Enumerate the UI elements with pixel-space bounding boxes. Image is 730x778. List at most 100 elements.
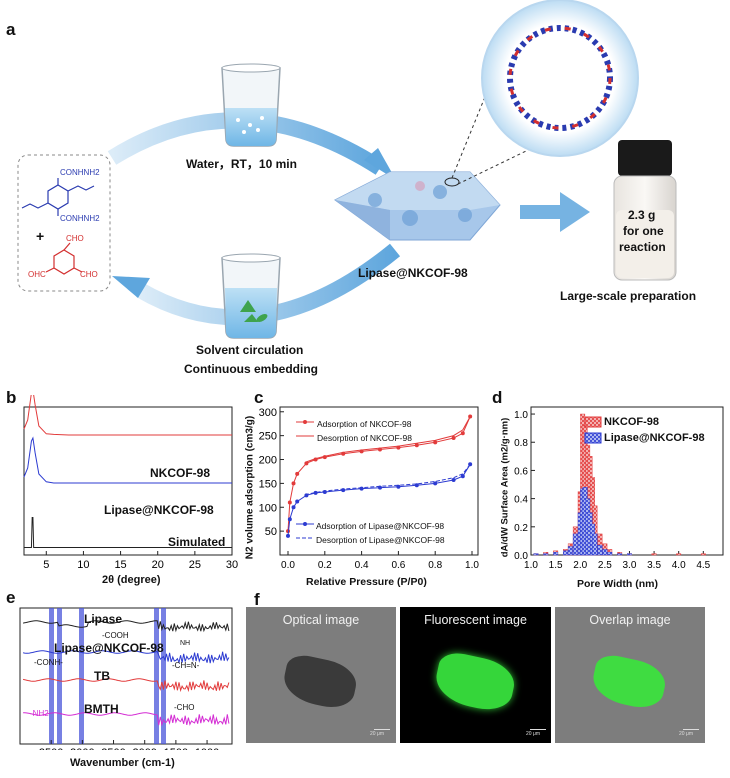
e-label-tb: TB [94, 669, 110, 683]
b-xtick-label: 30 [226, 559, 238, 571]
e-ann-cooh: -COOH [102, 631, 129, 640]
vial-text-2: for one [623, 224, 664, 238]
c-point [287, 517, 292, 522]
b-series-2 [24, 517, 232, 548]
b-xtick-label: 15 [114, 559, 126, 571]
overlap-image-title: Overlap image [589, 613, 671, 627]
d-ytick-label: 0.0 [514, 551, 528, 562]
panel-d-chart: 0.0 0.2 0.4 0.6 0.8 1.0 1.0 1.5 2.0 2.5 3.0 3.5 4.0 4… [514, 406, 724, 571]
e-xtick-label: 2000 [132, 747, 156, 750]
e-series-1 [23, 650, 230, 665]
c-point [291, 481, 296, 486]
b-label-nkcof: NKCOF-98 [150, 466, 211, 480]
plus-sign: + [36, 228, 45, 244]
d-bar [602, 549, 608, 556]
scale-bar-1 [374, 729, 390, 730]
cof-pore-zoom-circle [481, 0, 639, 157]
fluorescent-image-title: Fluorescent image [424, 613, 527, 627]
d-xtick-label: 2.0 [573, 560, 587, 571]
fluorescent-image-panel: Fluorescent image 20 μm [400, 607, 551, 743]
scale-label-3: 20 μm [679, 731, 693, 737]
monomer-2-structure [45, 242, 83, 275]
monomer-1-structure [21, 178, 95, 216]
d-legend-swatch-blue [584, 432, 602, 444]
panel-label-e: e [6, 588, 16, 607]
d-bar [572, 533, 578, 556]
b-label-simulated: Simulated [168, 535, 226, 549]
c-legend-marker [303, 522, 307, 526]
monomer-2-group-3: CHO [80, 270, 98, 279]
e-ann-nh: NH [180, 640, 191, 647]
optical-image-panel: Optical image 20 μm [246, 607, 396, 743]
c-point [304, 461, 309, 466]
e-ann-cho: -CHO [174, 703, 195, 712]
bottom-label-2: Continuous embedding [184, 362, 318, 376]
c-point [460, 474, 465, 479]
c-point [295, 499, 300, 504]
d-bar [676, 553, 682, 556]
top-arrow-label: Water，RT，10 min [186, 157, 297, 171]
e-series-3 [23, 712, 230, 727]
c-legend-3: Desorption of Lipase@NKCOF-98 [316, 535, 445, 545]
cof-hexagon-image [334, 171, 501, 241]
panel-label-f: f [254, 590, 260, 609]
d-bar [617, 553, 623, 556]
e-label-lipase-cof: Lipase@NKCOF-98 [54, 641, 164, 655]
c-xtick-label: 0.6 [391, 560, 405, 571]
c-ytick-label: 100 [259, 502, 277, 514]
panel-label-a: a [6, 20, 16, 39]
d-legend-swatch-red [584, 416, 602, 428]
c-point [451, 478, 456, 483]
b-xlabel: 2θ (degree) [102, 574, 161, 586]
panel-label-c: c [254, 388, 264, 407]
overlap-image-panel: Overlap image 20 μm [555, 607, 705, 743]
c-point [287, 500, 292, 505]
vial-text-3: reaction [619, 240, 666, 254]
c-point [286, 533, 290, 538]
b-xtick-label: 5 [43, 559, 49, 571]
c-ytick-label: 300 [259, 407, 277, 419]
b-xtick-label: 25 [189, 559, 201, 571]
e-label-bmth: BMTH [84, 702, 119, 716]
fluorescent-particle [431, 649, 519, 715]
c-ytick-label: 200 [259, 455, 277, 467]
c-legend-1: Desorption of NKCOF-98 [317, 433, 412, 443]
c-series-2 [287, 464, 471, 536]
c-legend-0: Adsorption of NKCOF-98 [317, 419, 412, 429]
c-point [433, 481, 438, 486]
panel-c-chart: 50 100 150 200 250 300 0.0 0.2 0.4 0.6 0.8 1.0 [259, 406, 479, 571]
c-series-0 [287, 416, 471, 532]
d-ytick-label: 0.8 [514, 438, 528, 449]
c-xtick-label: 1.0 [465, 560, 479, 571]
c-point [433, 440, 438, 445]
d-bar [533, 553, 539, 556]
d-bar [592, 533, 598, 556]
e-label-lipase: Lipase [84, 612, 123, 626]
d-bar [607, 551, 613, 556]
vial-image [613, 140, 677, 281]
monomer-2-group-2: OHC [28, 270, 46, 279]
right-arrow [520, 192, 590, 232]
e-ann-conh: -CONH- [34, 658, 63, 667]
d-bar [626, 553, 632, 556]
d-legend-1: Lipase@NKCOF-98 [604, 432, 705, 444]
c-series-3 [306, 463, 471, 495]
c-ytick-label: 150 [259, 478, 277, 490]
d-xtick-label: 3.0 [623, 560, 637, 571]
e-xtick-label: 1000 [195, 747, 219, 750]
c-point [295, 471, 300, 476]
panel-label-b: b [6, 388, 17, 407]
b-xtick-label: 10 [77, 559, 89, 571]
panel-a-illustration [17, 0, 677, 339]
b-series-1 [23, 436, 232, 484]
c-point [414, 443, 419, 448]
c-point [291, 505, 296, 510]
beaker-water-icon [221, 63, 281, 147]
e-xtick-label: 3500 [39, 747, 63, 750]
top-arrow-head [364, 148, 396, 180]
monomer-1-group-1: CONHNH2 [60, 168, 100, 177]
d-ytick-label: 0.2 [514, 523, 528, 534]
d-bar [543, 553, 549, 556]
c-xtick-label: 0.0 [281, 560, 295, 571]
